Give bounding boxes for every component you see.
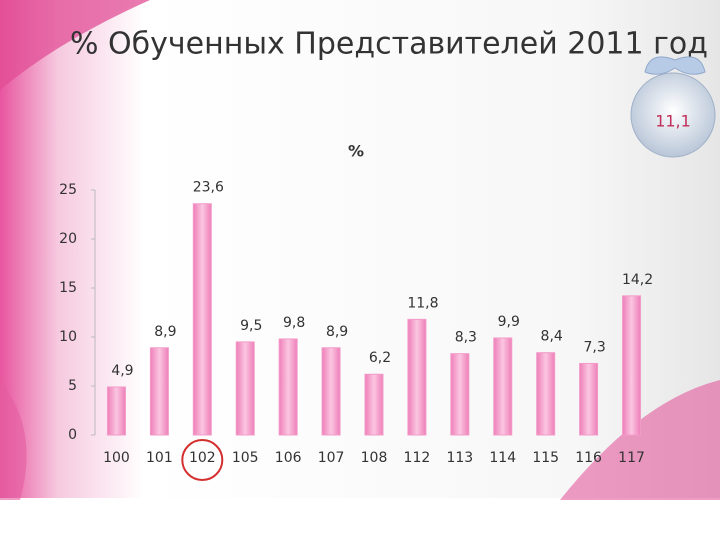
value-label: 23,6 (193, 180, 224, 196)
y-tick-label: 0 (68, 427, 77, 443)
bar (364, 373, 384, 436)
value-label: 8,3 (455, 330, 477, 346)
value-label: 9,5 (240, 318, 262, 334)
value-label: 8,4 (541, 329, 563, 345)
bar (192, 203, 212, 436)
x-tick-label: 114 (489, 450, 516, 466)
ornament (630, 72, 716, 158)
highlight-circle (181, 439, 224, 481)
bar (536, 352, 556, 436)
x-tick-label: 107 (318, 450, 345, 466)
chart-title: % Обученных Представителей 2011 год (70, 27, 708, 62)
value-label: 14,2 (622, 272, 653, 288)
corner-decoration (0, 380, 27, 500)
footer-band (0, 498, 720, 540)
y-tick-label: 10 (59, 329, 77, 345)
bar (622, 295, 642, 436)
value-label: 9,8 (283, 315, 305, 331)
bar (579, 362, 599, 436)
x-tick-label: 106 (275, 450, 302, 466)
value-label: 9,9 (498, 314, 520, 330)
y-tick-label: 20 (59, 231, 77, 247)
value-label: 8,9 (154, 324, 176, 340)
x-tick-label: 102 (189, 450, 216, 466)
bar (235, 341, 255, 436)
value-label: 6,2 (369, 350, 391, 366)
y-tick-label: 15 (59, 280, 77, 296)
x-tick-label: 116 (575, 450, 602, 466)
bar (407, 318, 427, 436)
y-tick-label: 5 (68, 378, 77, 394)
value-label: 4,9 (111, 363, 133, 379)
bar (321, 347, 341, 436)
x-tick-label: 108 (361, 450, 388, 466)
x-tick-label: 105 (232, 450, 259, 466)
bar (493, 337, 513, 436)
value-label: 11,8 (407, 295, 438, 311)
ornament-bow (644, 56, 706, 75)
corner-decoration (0, 0, 150, 90)
x-tick-label: 115 (532, 450, 559, 466)
chart-subtitle: % (348, 142, 364, 161)
bar (450, 353, 470, 436)
x-tick-label: 113 (446, 450, 473, 466)
bar (278, 338, 298, 436)
y-tick-label: 25 (59, 182, 77, 198)
value-label: 8,9 (326, 324, 348, 340)
x-tick-label: 101 (146, 450, 173, 466)
corner-decoration (560, 380, 720, 500)
x-tick-label: 100 (103, 450, 130, 466)
x-tick-label: 112 (404, 450, 431, 466)
annotation: 11,1 (655, 112, 691, 131)
bar (106, 386, 126, 436)
x-tick-label: 117 (618, 450, 645, 466)
bar (149, 347, 169, 436)
value-label: 7,3 (583, 339, 605, 355)
